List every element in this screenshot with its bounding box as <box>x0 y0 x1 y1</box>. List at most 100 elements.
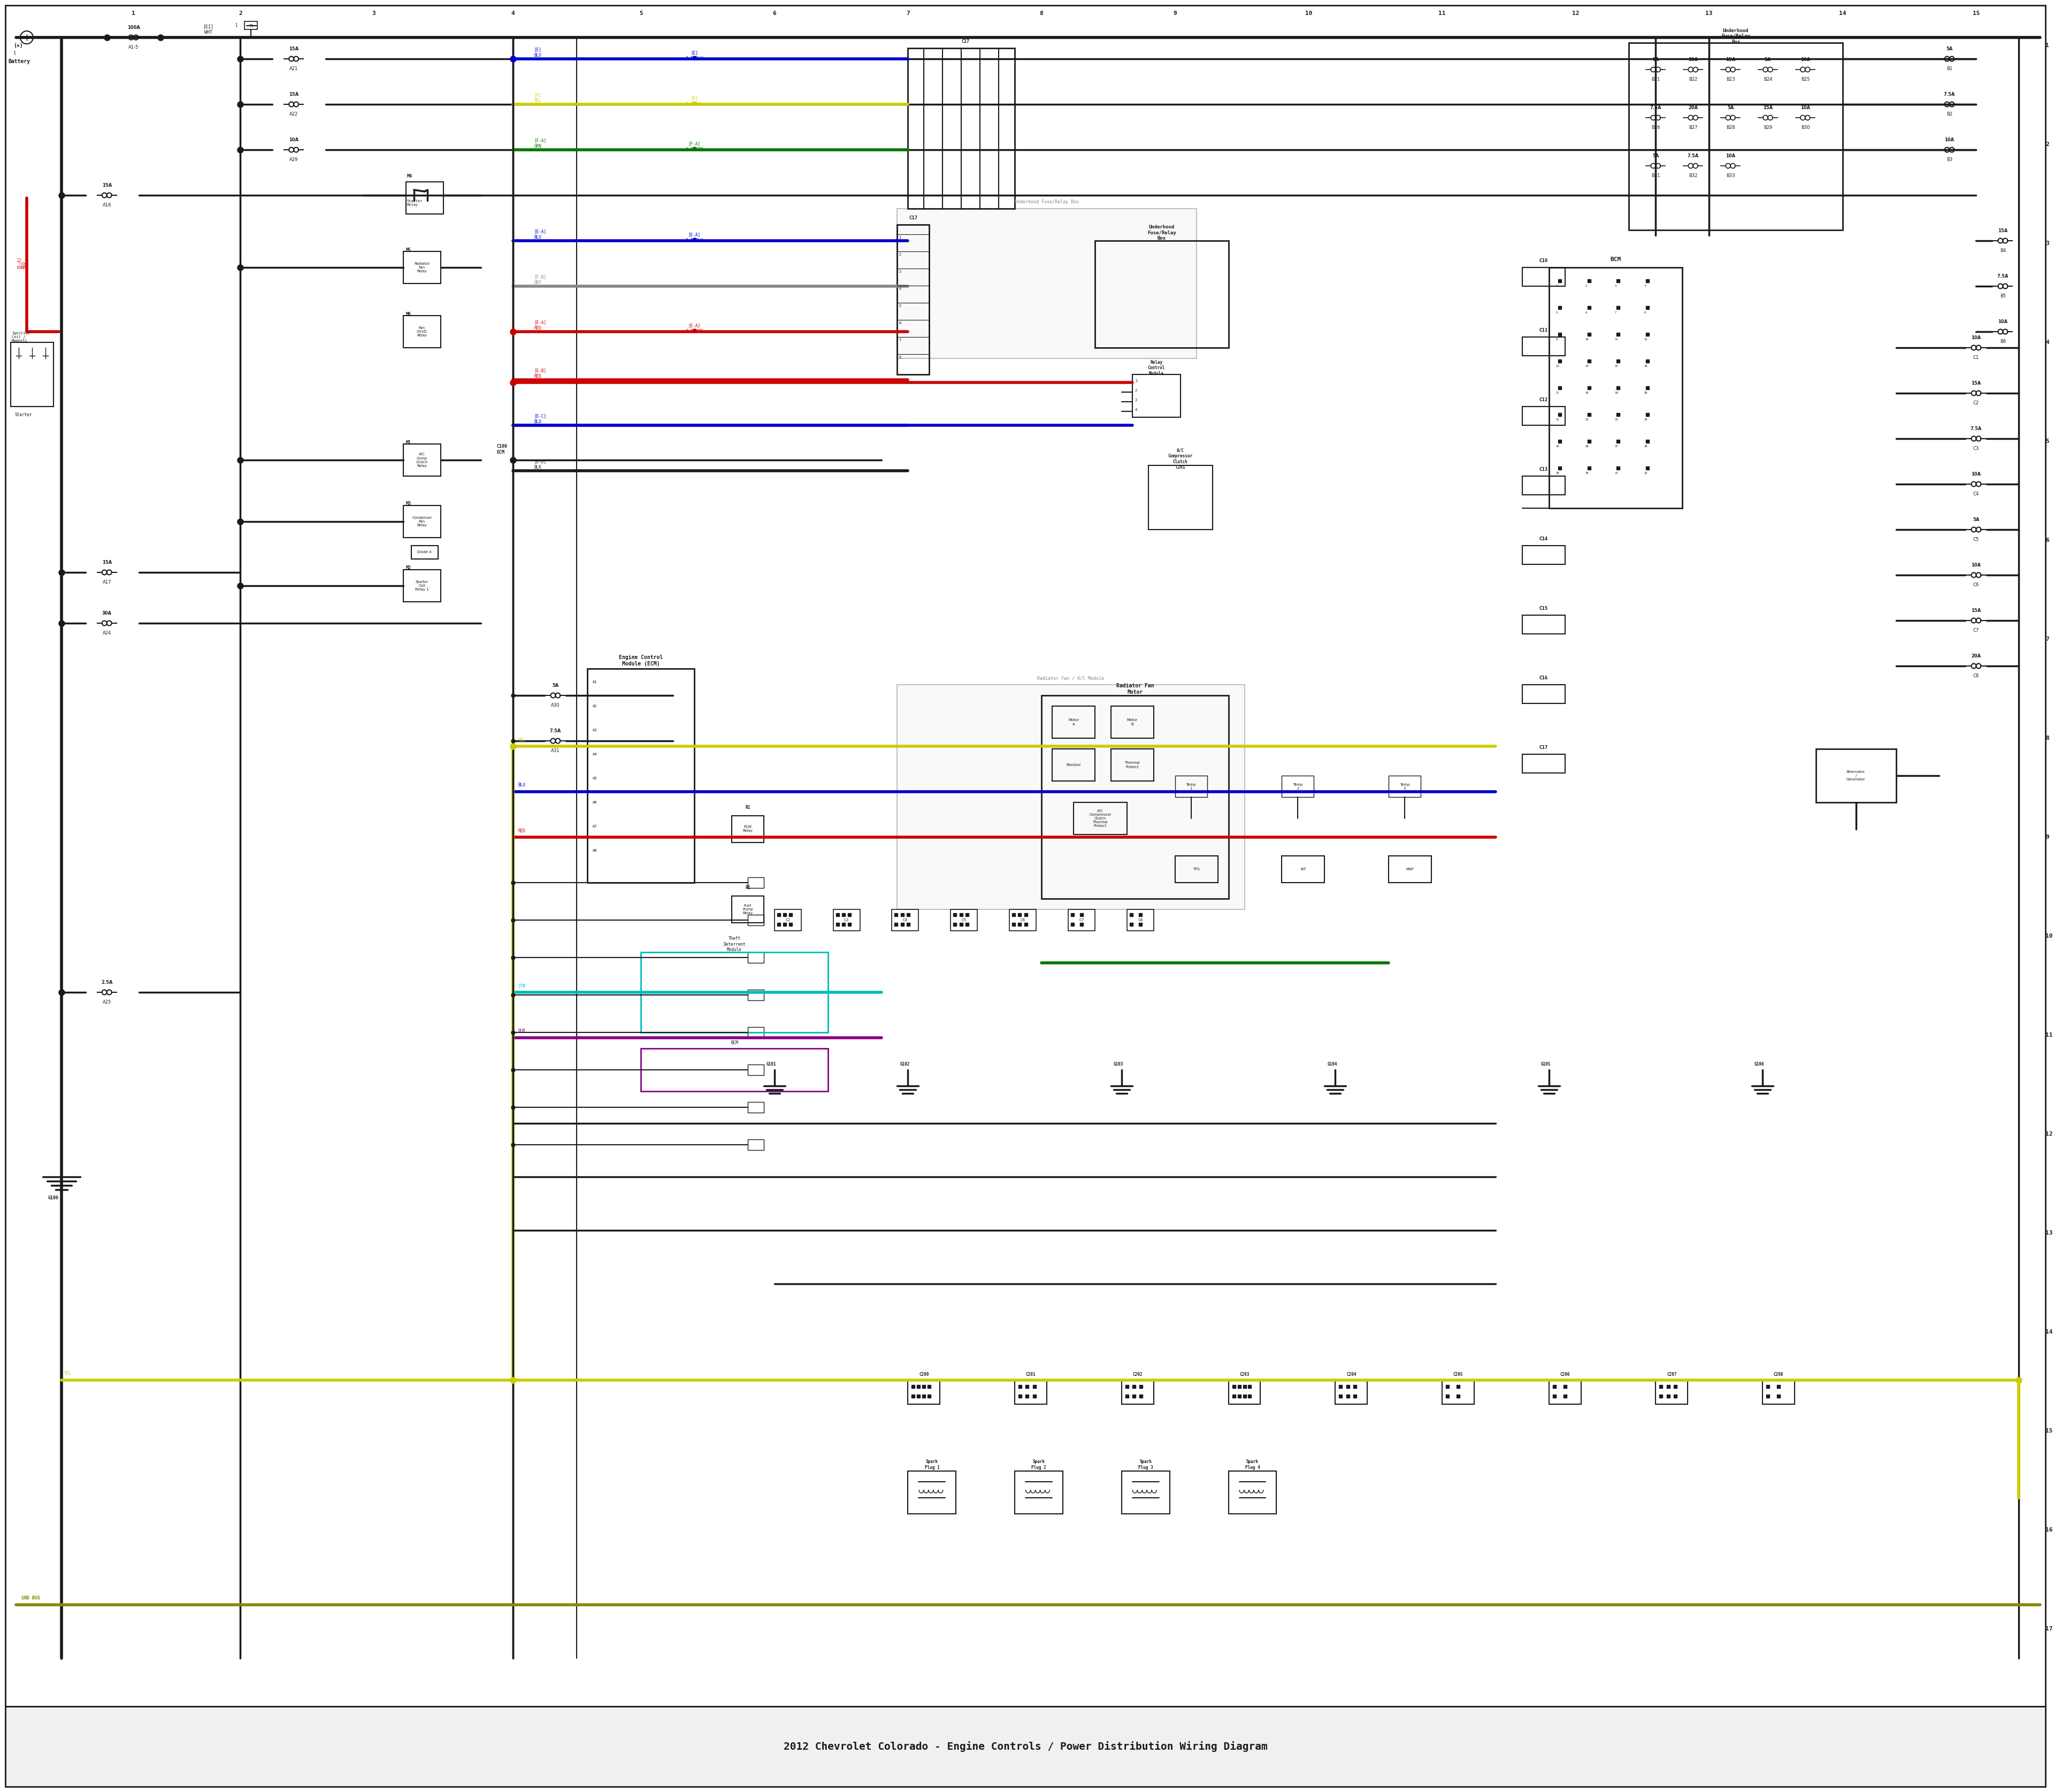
Text: Temp
1: Temp 1 <box>1185 783 1195 790</box>
Text: [E-D]
BLK: [E-D] BLK <box>534 459 546 470</box>
Text: (+): (+) <box>14 43 23 48</box>
Bar <box>1175 776 1208 797</box>
Text: B26: B26 <box>1651 125 1660 131</box>
Text: 22: 22 <box>1586 419 1588 421</box>
Bar <box>748 1102 764 1113</box>
Text: 14: 14 <box>1838 11 1847 16</box>
Text: 20: 20 <box>1643 392 1647 394</box>
Bar <box>1629 43 1842 229</box>
Bar <box>1052 749 1095 781</box>
Bar <box>1522 477 1565 495</box>
Text: 8: 8 <box>2046 735 2050 740</box>
Text: Radiator Fan / A/C Module: Radiator Fan / A/C Module <box>1037 676 1105 681</box>
Text: 12: 12 <box>1571 11 1580 16</box>
Text: B33: B33 <box>1725 174 1736 177</box>
Bar <box>1148 466 1212 530</box>
Text: B24: B24 <box>1764 77 1773 82</box>
Text: 10A: 10A <box>1725 154 1736 158</box>
Text: Spark
Plug 2: Spark Plug 2 <box>1031 1459 1045 1469</box>
Text: 28: 28 <box>1643 446 1647 448</box>
Text: 15: 15 <box>2046 1428 2052 1434</box>
Bar <box>1282 857 1325 883</box>
Text: G105: G105 <box>1540 1063 1551 1066</box>
Text: G100: G100 <box>47 1195 60 1201</box>
Text: C4: C4 <box>904 919 908 921</box>
Text: 15: 15 <box>1614 366 1619 367</box>
Text: 9: 9 <box>1173 11 1177 16</box>
Text: 15A: 15A <box>1972 607 1980 613</box>
Bar <box>1015 1380 1048 1405</box>
Text: B1: B1 <box>1947 66 1953 72</box>
Text: 5A: 5A <box>1651 57 1660 63</box>
Text: 7.5A: 7.5A <box>1970 426 1982 432</box>
Text: 13: 13 <box>1555 366 1559 367</box>
Text: 1: 1 <box>2046 43 2050 48</box>
Text: C3: C3 <box>1974 446 1980 452</box>
Text: A7: A7 <box>594 824 598 828</box>
Text: 7.5A: 7.5A <box>1943 91 1955 97</box>
Text: Starter
Coil
Relay 1: Starter Coil Relay 1 <box>415 581 429 591</box>
Text: 10A: 10A <box>1972 563 1980 568</box>
Text: 2: 2 <box>2046 142 2050 147</box>
Bar <box>731 815 764 842</box>
Bar <box>1389 776 1421 797</box>
Text: Battery: Battery <box>8 59 31 65</box>
Text: M5: M5 <box>407 247 411 253</box>
Text: C207: C207 <box>1666 1373 1676 1378</box>
Text: Radiator
Fan
Relay: Radiator Fan Relay <box>415 262 429 272</box>
Bar <box>898 224 928 375</box>
Bar <box>834 909 861 930</box>
Text: B5: B5 <box>2001 294 2007 299</box>
Text: 7.5A: 7.5A <box>550 729 561 733</box>
Text: 9: 9 <box>2046 835 2050 840</box>
Bar <box>641 952 828 1032</box>
Text: B28: B28 <box>1725 125 1736 131</box>
Text: 7: 7 <box>900 339 902 342</box>
Text: A3: A3 <box>594 729 598 731</box>
Text: T1: T1 <box>249 23 253 27</box>
Text: 5A: 5A <box>1727 106 1734 109</box>
Text: C201: C201 <box>1025 1373 1035 1378</box>
Text: B22: B22 <box>1688 77 1697 82</box>
Text: 7.5A: 7.5A <box>1996 274 2009 280</box>
Text: [E-A]
RED: [E-A] RED <box>534 321 546 330</box>
Bar <box>1282 776 1315 797</box>
Text: 32: 32 <box>1643 471 1647 475</box>
Text: [F-A]
GRN: [F-A] GRN <box>534 138 546 149</box>
Text: A/C
Compressor
Clutch
C101: A/C Compressor Clutch C101 <box>1169 448 1193 470</box>
Text: 11: 11 <box>1438 11 1446 16</box>
Text: 2.5A: 2.5A <box>101 980 113 986</box>
Text: 10A: 10A <box>1801 57 1810 63</box>
Text: 20A: 20A <box>1688 106 1699 109</box>
Text: Underhood
Fuse/Relay
Box: Underhood Fuse/Relay Box <box>1721 29 1750 45</box>
Text: Starter
Relay: Starter Relay <box>407 199 423 206</box>
Text: M4: M4 <box>407 174 413 179</box>
Bar <box>244 22 257 29</box>
Text: 6: 6 <box>2046 538 2050 543</box>
Text: 2: 2 <box>1136 389 1138 392</box>
Bar <box>1549 1380 1582 1405</box>
Text: [E-A]
0.5 BLU: [E-A] 0.5 BLU <box>686 233 702 242</box>
Bar <box>641 1048 828 1091</box>
Text: 2: 2 <box>900 253 902 256</box>
Bar <box>1522 545 1565 564</box>
Text: 15: 15 <box>1972 11 1980 16</box>
Bar <box>748 1027 764 1038</box>
Text: C2: C2 <box>1974 401 1980 405</box>
Bar <box>411 545 438 559</box>
Bar <box>1816 749 1896 803</box>
Text: B32: B32 <box>1688 174 1697 177</box>
Text: 10: 10 <box>1586 339 1588 340</box>
Text: C208: C208 <box>1773 1373 1783 1378</box>
Bar <box>748 989 764 1000</box>
Text: 30A: 30A <box>103 611 111 616</box>
Bar <box>898 685 1245 909</box>
Text: C17: C17 <box>961 39 969 45</box>
Text: 6: 6 <box>900 321 902 324</box>
Text: 10A: 10A <box>1999 319 2007 324</box>
Text: [E]
0.5 BLU: [E] 0.5 BLU <box>686 50 702 61</box>
Text: C5: C5 <box>1974 538 1980 541</box>
Text: 100A: 100A <box>127 25 140 30</box>
Text: C17: C17 <box>1538 745 1549 751</box>
Text: C1: C1 <box>1974 355 1980 360</box>
